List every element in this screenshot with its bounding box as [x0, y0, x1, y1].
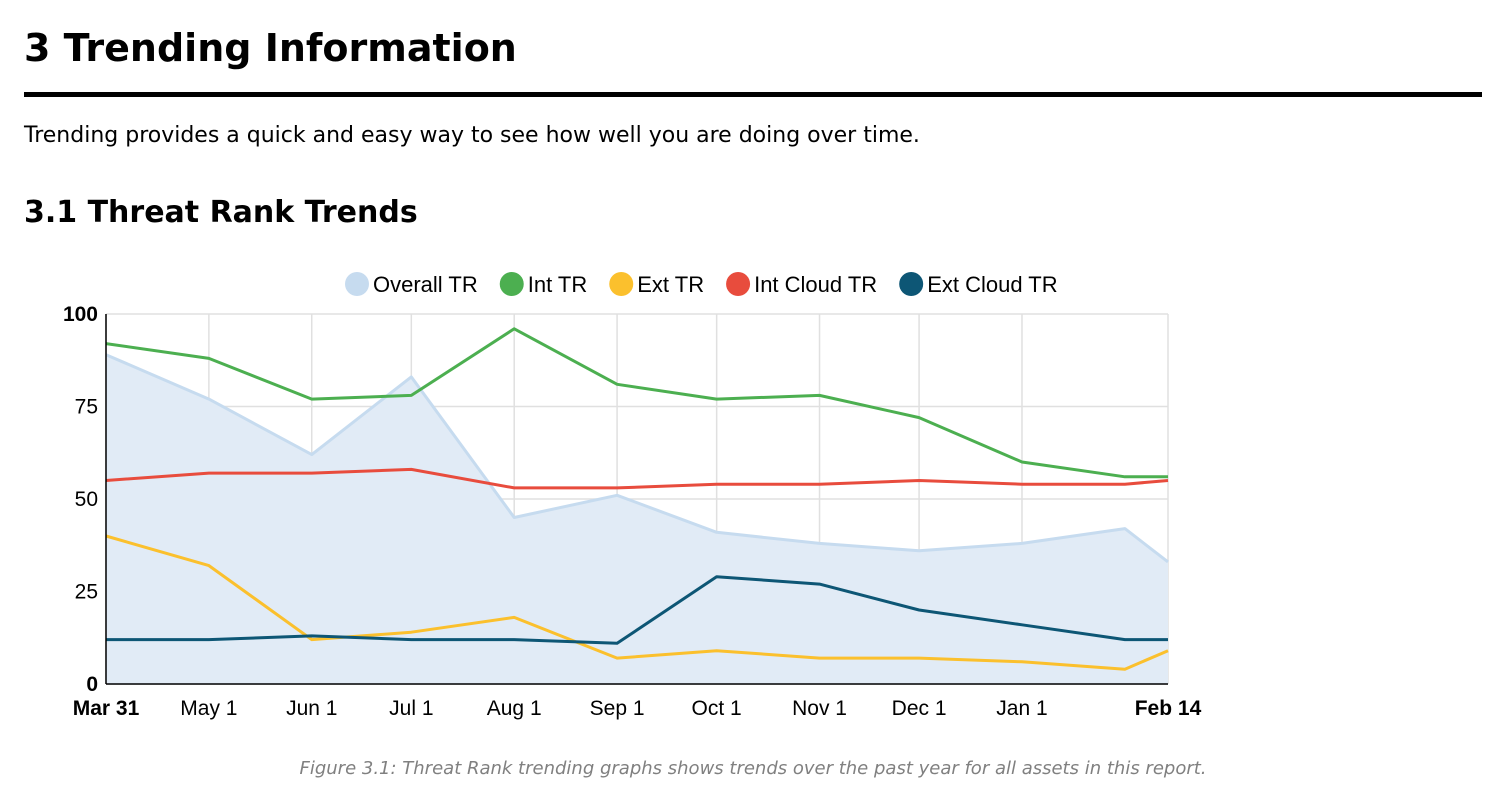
- x-tick-label: Sep 1: [590, 697, 645, 720]
- figure-caption: Figure 3.1: Threat Rank trending graphs …: [0, 756, 1506, 782]
- chart-line-layer: [105, 327, 1169, 671]
- x-tick-label: May 1: [180, 697, 237, 720]
- x-tick-label: Oct 1: [692, 697, 742, 720]
- series-line-ext-cloud-tr: [106, 575, 1168, 645]
- legend-label: Ext Cloud TR: [927, 272, 1057, 297]
- figure-caption-text: Figure 3.1: Threat Rank trending graphs …: [299, 758, 1207, 779]
- x-tick-label: Jan 1: [996, 697, 1047, 720]
- chart-axes: 0 25 50 75 100 Mar 31 May 1 Jun 1 Jul 1 Aug 1 Sep …: [63, 303, 1202, 720]
- x-tick-label: Nov 1: [792, 697, 847, 720]
- y-tick-label: 25: [75, 581, 98, 604]
- x-tick-label: Feb 14: [1135, 697, 1202, 720]
- legend-swatch: [899, 272, 924, 296]
- chart-area-layer: [105, 353, 1169, 684]
- section-title: 3 Trending Information: [24, 26, 517, 70]
- y-tick-label: 75: [75, 396, 98, 419]
- subsection-title: 3.1 Threat Rank Trends: [24, 195, 418, 230]
- x-tick-label: Mar 31: [73, 697, 140, 720]
- series-line-int-tr: [105, 327, 1168, 479]
- section-intro: Trending provides a quick and easy way t…: [24, 123, 920, 148]
- x-tick-label: Aug 1: [487, 697, 542, 720]
- legend-swatch: [609, 272, 634, 296]
- y-tick-label: 0: [86, 673, 98, 696]
- series-line-overall-tr: [105, 353, 1169, 564]
- legend-label: Int TR: [528, 272, 588, 297]
- legend-swatch: [345, 272, 369, 296]
- legend-item-ext-tr[interactable]: Ext TR: [609, 272, 704, 297]
- legend-label: Int Cloud TR: [754, 272, 877, 297]
- x-tick-label: Jul 1: [389, 697, 433, 720]
- legend-item-overall-tr[interactable]: Overall TR: [345, 272, 478, 297]
- legend-swatch: [726, 272, 751, 296]
- series-area-overall-tr: [106, 354, 1168, 684]
- series-line-int-cloud-tr: [105, 467, 1169, 490]
- legend-swatch: [499, 272, 524, 296]
- x-tick-label: Jun 1: [286, 697, 337, 720]
- chart-legend: Overall TR Int TR Ext TR Int Cloud TR Ext Cl…: [345, 272, 1058, 297]
- legend-label: Overall TR: [373, 272, 478, 297]
- y-tick-label: 50: [75, 488, 98, 511]
- title-divider: [24, 92, 1482, 97]
- y-tick-label: 100: [63, 303, 98, 326]
- legend-item-int-tr[interactable]: Int TR: [499, 272, 588, 297]
- legend-label: Ext TR: [637, 272, 704, 297]
- series-line-ext-tr: [105, 534, 1169, 671]
- threat-rank-trend-chart: 0 25 50 75 100 Mar 31 May 1 Jun 1 Jul 1 Aug 1 Sep …: [63, 272, 1202, 720]
- legend-item-ext-cloud-tr[interactable]: Ext Cloud TR: [899, 272, 1058, 297]
- legend-item-int-cloud-tr[interactable]: Int Cloud TR: [726, 272, 877, 297]
- x-tick-label: Dec 1: [892, 697, 947, 720]
